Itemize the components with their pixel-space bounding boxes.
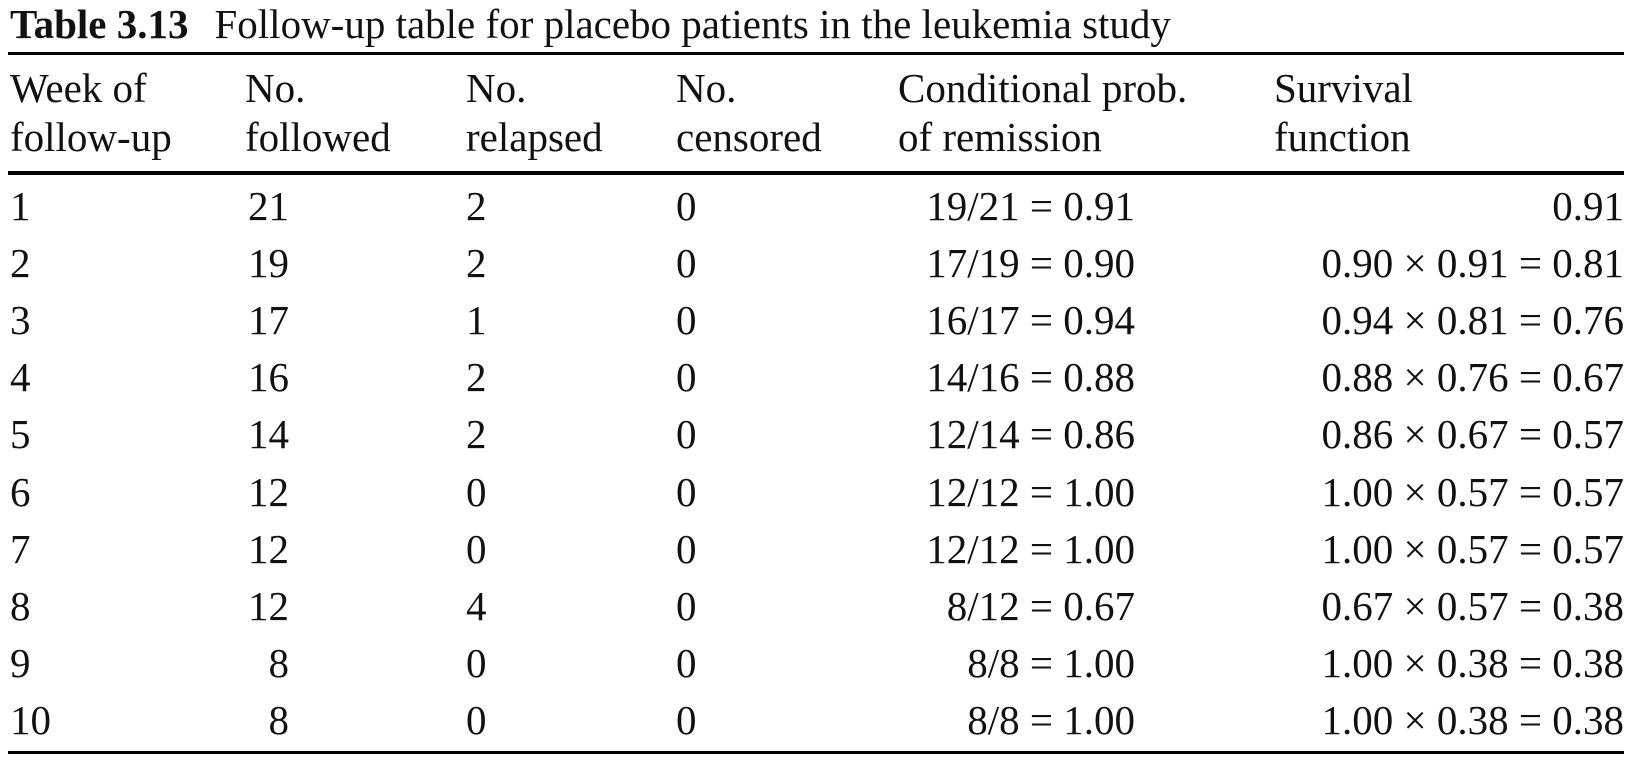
cell-survival: 0.86 × 0.67 = 0.57 [1321, 411, 1625, 458]
cell-survival: 0.67 × 0.57 = 0.38 [1321, 582, 1625, 629]
header-censored-line1: No. [676, 65, 737, 111]
cell-conditional-prob: 19/21 = 0.91 [926, 183, 1135, 229]
header-rule [8, 171, 1624, 175]
header-censored-line2: censored [676, 114, 822, 160]
cell-relapsed: 0 [466, 525, 487, 572]
cell-conditional-prob: 12/12 = 1.00 [926, 468, 1135, 515]
header-survival-line2: function [1274, 114, 1411, 160]
cell-survival: 0.91 [1552, 183, 1624, 229]
cell-conditional-prob: 8/12 = 0.67 [946, 582, 1135, 629]
cell-survival: 1.00 × 0.38 = 0.38 [1321, 696, 1625, 743]
table-title: Follow-up table for placebo patients in … [214, 1, 1171, 47]
header-week-line2: follow-up [10, 114, 172, 160]
cell-conditional-prob: 14/16 = 0.88 [926, 354, 1135, 401]
cell-survival: 1.00 × 0.57 = 0.57 [1321, 468, 1625, 515]
cell-censored: 0 [676, 411, 697, 458]
cell-week: 2 [10, 240, 31, 287]
cell-censored: 0 [676, 354, 697, 401]
header-followed: No. followed [245, 64, 391, 162]
cell-survival: 0.94 × 0.81 = 0.76 [1321, 297, 1625, 344]
cell-relapsed: 2 [466, 240, 487, 287]
cell-week: 9 [10, 639, 31, 686]
header-relapsed-line2: relapsed [466, 114, 603, 160]
header-week: Week of follow-up [10, 64, 172, 162]
cell-followed: 21 [248, 183, 289, 229]
cell-survival: 1.00 × 0.57 = 0.57 [1321, 525, 1625, 572]
cell-followed: 16 [248, 354, 289, 401]
header-conditional-prob-line2: of remission [898, 114, 1102, 160]
cell-relapsed: 0 [466, 468, 487, 515]
cell-week: 3 [10, 297, 31, 344]
cell-conditional-prob: 8/8 = 1.00 [967, 639, 1135, 686]
cell-relapsed: 2 [466, 183, 487, 229]
header-relapsed: No. relapsed [466, 64, 603, 162]
cell-censored: 0 [676, 468, 697, 515]
cell-relapsed: 2 [466, 411, 487, 458]
cell-censored: 0 [676, 525, 697, 572]
cell-followed: 8 [268, 696, 290, 743]
cell-week: 10 [10, 696, 51, 743]
cell-censored: 0 [676, 183, 697, 229]
cell-week: 5 [10, 411, 31, 458]
cell-conditional-prob: 8/8 = 1.00 [967, 696, 1135, 743]
cell-censored: 0 [676, 240, 697, 287]
cell-relapsed: 4 [466, 582, 487, 629]
cell-censored: 0 [676, 639, 697, 686]
cell-followed: 12 [248, 468, 289, 515]
cell-relapsed: 2 [466, 354, 487, 401]
cell-followed: 17 [248, 297, 289, 344]
cell-survival: 0.90 × 0.91 = 0.81 [1321, 240, 1625, 287]
header-survival-line1: Survival [1274, 65, 1413, 111]
header-week-line1: Week of [10, 65, 147, 111]
table-caption: Table 3.13 Follow-up table for placebo pa… [10, 0, 1171, 48]
header-conditional-prob: Conditional prob. of remission [898, 64, 1187, 162]
top-rule [8, 52, 1624, 55]
cell-survival: 1.00 × 0.38 = 0.38 [1321, 639, 1625, 686]
cell-followed: 14 [248, 411, 289, 458]
cell-relapsed: 1 [466, 297, 487, 344]
header-conditional-prob-line1: Conditional prob. [898, 65, 1188, 111]
header-survival: Survival function [1274, 64, 1413, 162]
cell-followed: 12 [248, 525, 289, 572]
cell-conditional-prob: 12/14 = 0.86 [926, 411, 1135, 458]
cell-survival: 0.88 × 0.76 = 0.67 [1321, 354, 1625, 401]
cell-relapsed: 0 [466, 639, 487, 686]
cell-week: 7 [10, 525, 31, 572]
cell-censored: 0 [676, 297, 697, 344]
cell-conditional-prob: 17/19 = 0.90 [926, 240, 1135, 287]
header-followed-line1: No. [245, 65, 306, 111]
header-censored: No. censored [676, 64, 822, 162]
bottom-rule [8, 751, 1624, 754]
cell-censored: 0 [676, 696, 697, 743]
cell-followed: 8 [268, 639, 290, 686]
table-number: Table 3.13 [10, 1, 189, 47]
cell-week: 1 [10, 183, 31, 229]
cell-week: 8 [10, 582, 31, 629]
cell-conditional-prob: 12/12 = 1.00 [926, 525, 1135, 572]
cell-week: 4 [10, 354, 31, 401]
cell-followed: 19 [248, 240, 289, 287]
cell-conditional-prob: 16/17 = 0.94 [926, 297, 1135, 344]
cell-censored: 0 [676, 582, 697, 629]
cell-week: 6 [10, 468, 31, 515]
header-relapsed-line1: No. [466, 65, 527, 111]
cell-followed: 12 [248, 582, 289, 629]
cell-relapsed: 0 [466, 696, 487, 743]
header-followed-line2: followed [245, 114, 391, 160]
